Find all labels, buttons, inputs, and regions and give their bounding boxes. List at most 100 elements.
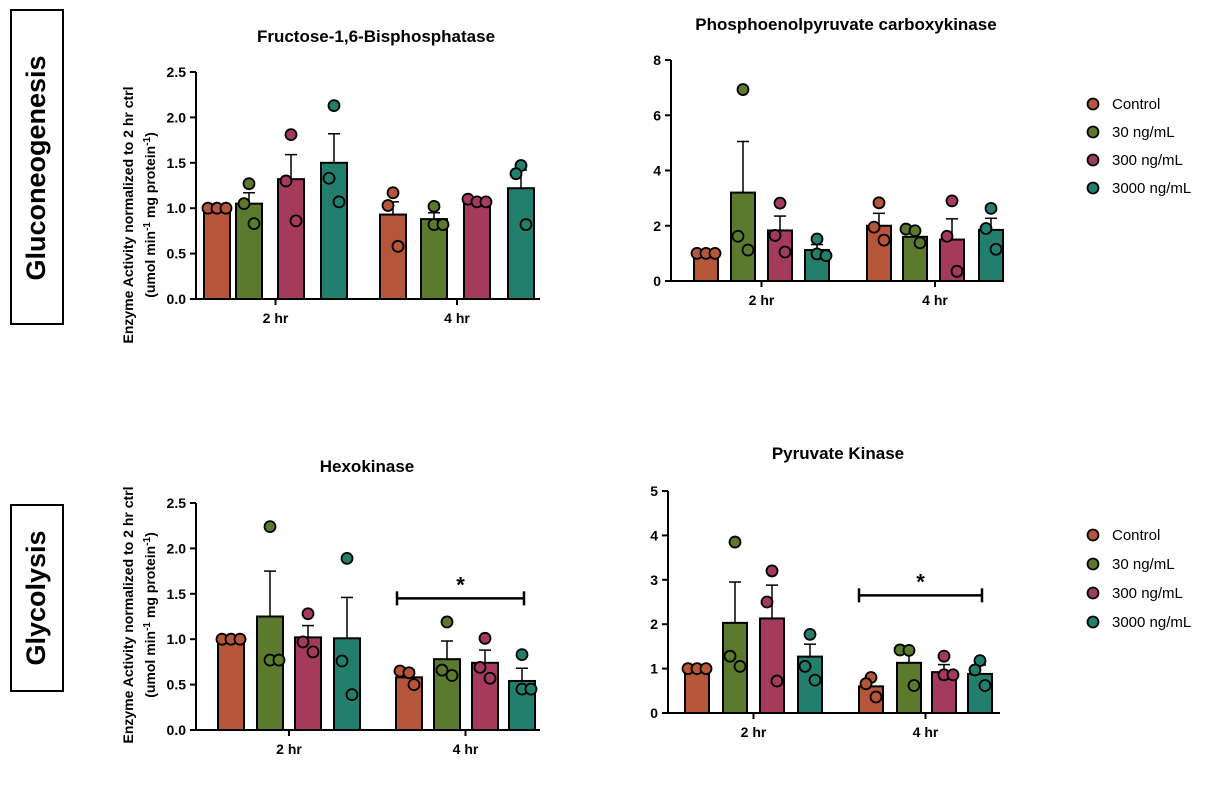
bar-control: [203, 207, 231, 300]
legend-marker-300-ng-ml: [1086, 586, 1100, 600]
chart-fructose-bisphosphatase: Fructose-1,6-Bisphosphatase 0.0 0.5 1.0 1.5 2…: [167, 27, 540, 326]
bar-3000-ng-ml: [967, 672, 993, 714]
x-category-label: 4 hr: [444, 310, 470, 326]
legend-label-3000-ng-ml: 3000 ng/mL: [1112, 614, 1191, 631]
chart-hexokinase: Hexokinase 0.0 0.5 1.0 1.5 2.0 2.5 2 hr 4 hr *: [167, 457, 540, 757]
x-category-label: 2 hr: [741, 724, 767, 740]
data-point-300-ng-ml: [778, 245, 792, 259]
data-point-3000-ng-ml: [984, 201, 998, 215]
data-point-control: [877, 233, 891, 247]
data-point-300-ng-ml: [950, 264, 964, 278]
bar-control: [684, 667, 710, 714]
data-point-30-ng-ml: [908, 224, 922, 238]
y-tick-label: 0.0: [167, 291, 187, 307]
data-point-300-ng-ml: [279, 174, 293, 188]
bar-300-ng-ml: [759, 617, 785, 714]
y-tick-label: 4: [650, 527, 658, 543]
data-point-control: [219, 201, 233, 215]
data-point-3000-ng-ml: [340, 551, 354, 565]
data-point-3000-ng-ml: [335, 654, 349, 668]
data-point-300-ng-ml: [289, 214, 303, 228]
data-point-30-ng-ml: [436, 218, 450, 231]
data-point-30-ng-ml: [913, 236, 927, 250]
y-tick-label: 1.5: [167, 155, 187, 171]
data-point-30-ng-ml: [907, 679, 921, 692]
legend-bottom: Control 30 ng/mL 300 ng/mL 3000 ng/mL: [1086, 527, 1191, 631]
y-tick-label: 0.0: [167, 722, 187, 738]
y-axis-label-top: Enzyme Activity normalized to 2 hr ctrl …: [120, 87, 158, 344]
y-tick-label: 2.5: [167, 64, 187, 80]
data-point-300-ng-ml: [483, 671, 497, 685]
bar-3000-ng-ml: [320, 161, 348, 300]
legend-marker-3000-ng-ml: [1086, 615, 1100, 629]
data-point-300-ng-ml: [479, 195, 493, 209]
data-point-300-ng-ml: [770, 674, 784, 688]
chart-title: Hexokinase: [320, 457, 415, 476]
y-tick-label: 6: [653, 107, 661, 123]
bar-300-ng-ml: [277, 178, 305, 300]
data-point-30-ng-ml: [247, 217, 261, 231]
legend-label-300-ng-ml: 300 ng/mL: [1112, 152, 1183, 169]
legend-marker-control: [1086, 528, 1100, 542]
data-point-30-ng-ml: [272, 653, 286, 667]
data-point-30-ng-ml: [435, 663, 449, 677]
bar-3000-ng-ml: [978, 228, 1004, 283]
chart-title: Fructose-1,6-Bisphosphatase: [257, 27, 495, 46]
data-point-300-ng-ml: [937, 649, 951, 663]
bar-3000-ng-ml: [333, 637, 361, 731]
bar-control: [866, 224, 892, 282]
data-point-30-ng-ml: [445, 669, 459, 682]
x-category-label: 4 hr: [913, 724, 939, 740]
data-point-control: [402, 666, 416, 680]
data-point-3000-ng-ml: [327, 99, 341, 112]
y-tick-label: 2.5: [167, 495, 187, 511]
data-point-3000-ng-ml: [803, 628, 817, 641]
data-point-300-ng-ml: [773, 196, 787, 210]
bar-30-ng-ml: [420, 218, 448, 300]
data-point-3000-ng-ml: [808, 673, 822, 687]
chart-pyruvate-kinase: Pyruvate Kinase 0 1 2 3 4 5 2 hr 4 hr *: [650, 444, 1000, 740]
data-point-300-ng-ml: [945, 194, 959, 208]
legend-marker-30-ng-ml: [1086, 557, 1100, 571]
data-point-3000-ng-ml: [989, 242, 1003, 256]
data-point-control: [872, 196, 886, 210]
data-point-3000-ng-ml: [798, 659, 812, 673]
y-tick-label: 4: [653, 163, 661, 179]
bar-300-ng-ml: [471, 661, 499, 731]
y-tick-label: 2.0: [167, 109, 187, 125]
data-point-3000-ng-ml: [978, 679, 992, 692]
y-tick-label: 0.5: [167, 246, 187, 262]
data-point-30-ng-ml: [263, 520, 277, 534]
y-tick-label: 1: [650, 661, 658, 677]
bar-control: [379, 213, 407, 300]
significance-star: *: [916, 569, 925, 594]
data-point-control: [386, 186, 400, 200]
y-tick-label: 2.0: [167, 540, 187, 556]
y-tick-label: 2: [653, 218, 661, 234]
bar-3000-ng-ml: [507, 187, 535, 300]
y-tick-label: 0: [650, 705, 658, 721]
data-point-300-ng-ml: [946, 668, 960, 682]
y-axis-label-bottom: Enzyme Activity normalized to 2 hr ctrl …: [120, 487, 158, 744]
data-point-30-ng-ml: [242, 177, 256, 191]
chart-pepck: Phosphoenolpyruvate carboxykinase 0 2 4 6 8 2 …: [653, 15, 1004, 308]
y-tick-label: 0: [653, 273, 661, 289]
bar-30-ng-ml: [235, 202, 263, 300]
y-tick-label: 2: [650, 616, 658, 632]
data-point-control: [699, 662, 713, 675]
data-point-300-ng-ml: [301, 607, 315, 621]
data-point-control: [708, 246, 722, 260]
data-point-30-ng-ml: [741, 243, 755, 257]
data-point-3000-ng-ml: [968, 663, 982, 677]
data-point-3000-ng-ml: [819, 249, 833, 262]
legend-label-30-ng-ml: 30 ng/mL: [1112, 556, 1175, 573]
data-point-300-ng-ml: [760, 595, 774, 609]
data-point-3000-ng-ml: [322, 171, 336, 185]
legend-label-3000-ng-ml: 3000 ng/mL: [1112, 180, 1191, 197]
y-tick-label: 1.0: [167, 200, 187, 216]
data-point-300-ng-ml: [473, 660, 487, 674]
data-point-30-ng-ml: [733, 659, 747, 673]
y-axis-label-bottom-line1: Enzyme Activity normalized to 2 hr ctrl: [120, 487, 136, 744]
data-point-300-ng-ml: [296, 635, 310, 649]
